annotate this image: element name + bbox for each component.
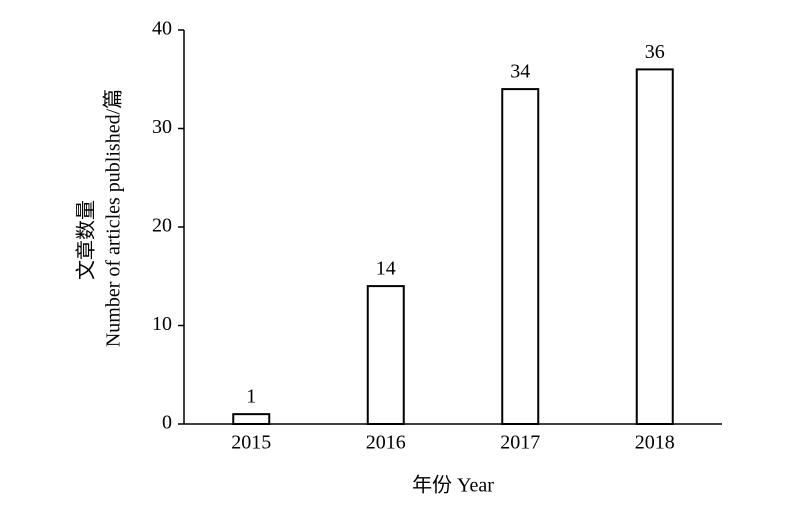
data-label: 36 bbox=[645, 41, 665, 63]
y-tick-label: 0 bbox=[162, 412, 172, 434]
bar bbox=[366, 285, 405, 425]
y-axis-label: 文章数量 bbox=[75, 200, 98, 280]
bar bbox=[635, 68, 674, 426]
x-tick-label: 2018 bbox=[635, 432, 675, 454]
bar bbox=[232, 413, 271, 425]
bar bbox=[501, 88, 540, 425]
y-tick-label: 20 bbox=[152, 215, 172, 237]
data-label: 14 bbox=[376, 258, 396, 280]
x-tick-label: 2016 bbox=[366, 432, 406, 454]
x-axis-label: 年份 Year bbox=[412, 474, 494, 497]
y-tick-label: 30 bbox=[152, 116, 172, 138]
y-tick-label: 10 bbox=[152, 313, 172, 335]
y-tick-label: 40 bbox=[152, 18, 172, 40]
data-label: 1 bbox=[246, 386, 256, 408]
x-tick-label: 2015 bbox=[231, 432, 271, 454]
data-label: 34 bbox=[510, 61, 530, 83]
x-tick-label: 2017 bbox=[500, 432, 540, 454]
y-axis-label: Number of articles published/篇 bbox=[102, 89, 125, 347]
